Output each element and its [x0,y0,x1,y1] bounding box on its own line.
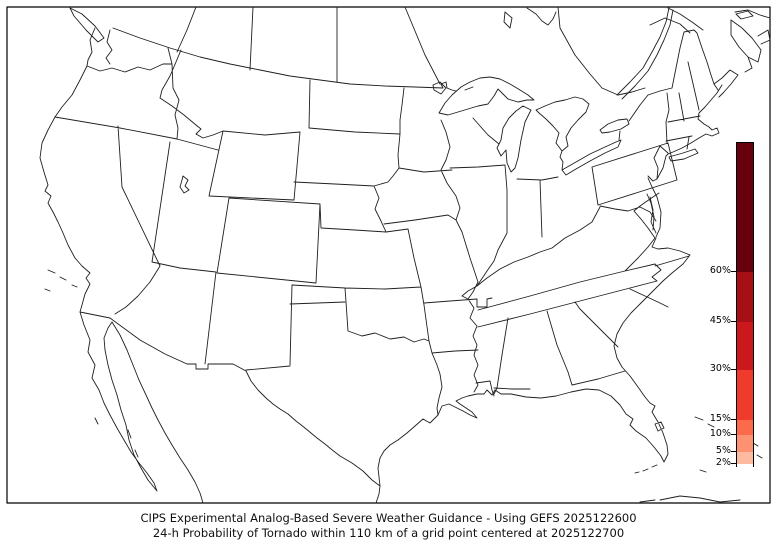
canada-east-coast [503,7,771,122]
map-frame [6,6,771,504]
probability-colorbar [736,142,754,468]
colorbar-segment-2-5% [737,452,753,464]
colorbar-segment-0-2% [737,464,753,468]
colorbar-segment-15-30% [737,370,753,420]
colorbar-segment-10-15% [737,420,753,435]
colorbar-segment-60-100% [737,143,753,272]
coastlines [39,7,763,504]
colorbar-segment-45-60% [737,272,753,322]
us-mexico-border [79,311,381,487]
us-canada-border [112,27,719,96]
colorbar-segment-30-45% [737,322,753,370]
canada-province-borders [176,6,646,96]
colorbar-segment-5-10% [737,435,753,452]
state-borders [54,47,701,416]
figure-caption: CIPS Experimental Analog-Based Severe We… [0,511,777,541]
great-lakes [438,7,630,176]
caption-line-1: CIPS Experimental Analog-Based Severe We… [140,511,637,525]
caption-line-2: 24-h Probability of Tornado within 110 k… [152,526,625,540]
